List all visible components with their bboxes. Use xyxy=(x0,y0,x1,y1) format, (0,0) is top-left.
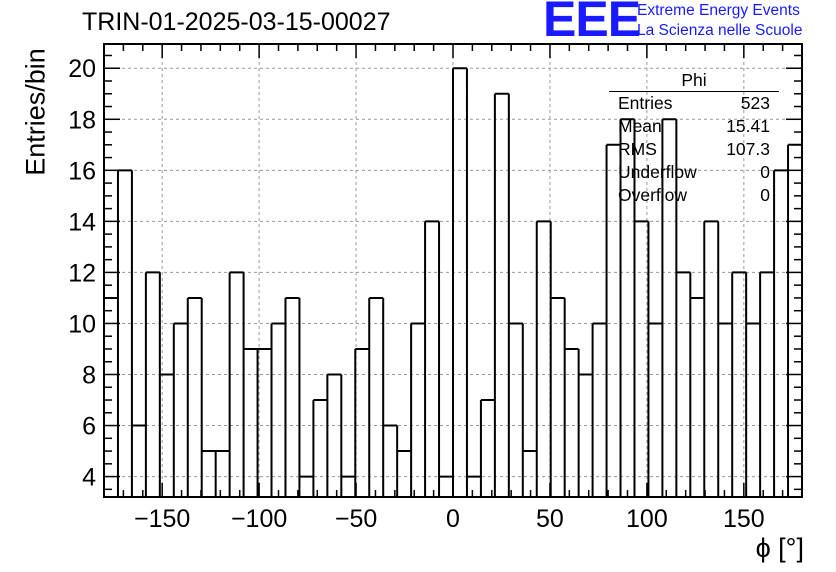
histogram-bin xyxy=(174,323,188,497)
stats-value: 0 xyxy=(760,185,770,205)
stats-key: Overflow xyxy=(618,185,688,205)
y-tick-label: 20 xyxy=(68,55,96,83)
histogram-bin xyxy=(313,400,327,497)
x-axis-label: ϕ [°] xyxy=(755,533,804,563)
logo-mark: EEE xyxy=(543,0,641,47)
stats-key: Underflow xyxy=(618,162,697,182)
histogram-bin xyxy=(202,451,216,497)
stats-value: 107.3 xyxy=(726,139,770,159)
histogram-bin xyxy=(188,298,202,497)
histogram-bin xyxy=(509,323,523,497)
histogram-bin xyxy=(676,272,690,497)
histogram-bin xyxy=(634,221,648,497)
histogram-bin xyxy=(411,323,425,497)
stats-row-entries: Entries 523 xyxy=(609,92,779,115)
histogram-layer xyxy=(104,67,802,497)
histogram-bin xyxy=(118,170,132,497)
tick-labels-layer: −150 −100 −50 0 50 100 150 4 6 8 10 12 14 16 18 20 xyxy=(68,55,765,533)
histogram-bin xyxy=(341,477,355,497)
histogram-outline xyxy=(104,67,802,497)
x-tick-label: −50 xyxy=(335,505,377,533)
stats-value: 15.41 xyxy=(726,116,770,136)
logo-line-1: Extreme Energy Events xyxy=(637,2,800,19)
y-tick-label: 14 xyxy=(68,208,96,236)
histogram-bin xyxy=(104,298,118,497)
histogram-bin xyxy=(425,221,439,497)
histogram-bin xyxy=(774,170,788,497)
stats-value: 0 xyxy=(760,162,770,182)
histogram-bin xyxy=(718,323,732,497)
stats-row-rms: RMS 107.3 xyxy=(609,138,779,161)
histogram-bin xyxy=(523,451,537,497)
histogram-bin xyxy=(481,400,495,497)
histogram-bin xyxy=(732,272,746,497)
histogram-bin xyxy=(369,298,383,497)
histogram-bin xyxy=(746,323,760,497)
histogram-bin xyxy=(146,272,160,497)
y-tick-label: 12 xyxy=(68,259,96,287)
y-tick-label: 18 xyxy=(68,106,96,134)
histogram-bin xyxy=(788,145,802,497)
y-tick-label: 6 xyxy=(82,413,96,441)
histogram-bin xyxy=(453,68,467,497)
histogram-bin xyxy=(327,374,341,497)
histogram-bin xyxy=(551,298,565,497)
x-tick-label: 50 xyxy=(536,505,564,533)
y-tick-label: 8 xyxy=(82,361,96,389)
stats-row-underflow: Underflow 0 xyxy=(609,161,779,184)
histogram-bin xyxy=(285,298,299,497)
histogram-bin xyxy=(593,323,607,497)
y-tick-label: 16 xyxy=(68,157,96,185)
x-tick-label: −150 xyxy=(134,505,190,533)
histogram-bin xyxy=(397,451,411,497)
x-tick-label: −100 xyxy=(231,505,287,533)
histogram-bin xyxy=(439,477,453,497)
logo-line-2: La Scienza nelle Scuole xyxy=(637,22,803,39)
eee-logo: EEE Extreme Energy Events La Scienza nel… xyxy=(543,0,833,44)
histogram-bin xyxy=(760,272,774,497)
stats-key: RMS xyxy=(618,139,657,159)
histogram-bin xyxy=(299,477,313,497)
histogram-bin xyxy=(495,94,509,497)
histogram-bin xyxy=(565,349,579,497)
histogram-bin xyxy=(132,426,146,497)
histogram-bin xyxy=(383,426,397,497)
plot-frame xyxy=(103,43,803,498)
x-tick-label: 100 xyxy=(626,505,668,533)
stats-key: Entries xyxy=(618,93,673,113)
stats-value: 523 xyxy=(740,93,770,113)
histogram-bin xyxy=(467,477,481,497)
histogram-bin xyxy=(258,349,272,497)
stats-row-mean: Mean 15.41 xyxy=(609,115,779,138)
y-tick-label: 10 xyxy=(68,310,96,338)
x-tick-label: 0 xyxy=(446,505,460,533)
histogram-bin xyxy=(704,221,718,497)
histogram-bin xyxy=(579,374,593,497)
histogram-bin xyxy=(648,323,662,497)
histogram-bin xyxy=(355,349,369,497)
y-tick-label: 4 xyxy=(82,464,96,492)
stats-key: Mean xyxy=(618,116,662,136)
histogram-bin xyxy=(272,323,286,497)
histogram-bin xyxy=(244,349,258,497)
stats-row-overflow: Overflow 0 xyxy=(609,184,779,207)
histogram-bin xyxy=(690,298,704,497)
histogram-bin xyxy=(537,221,551,497)
chart-title: TRIN-01-2025-03-15-00027 xyxy=(82,8,391,36)
stats-box-title: Phi xyxy=(609,70,779,92)
x-tick-label: 150 xyxy=(723,505,765,533)
histogram-bin xyxy=(216,451,230,497)
stats-box: Phi Entries 523 Mean 15.41 RMS 107.3 Und… xyxy=(609,70,779,207)
histogram-bin xyxy=(230,272,244,497)
